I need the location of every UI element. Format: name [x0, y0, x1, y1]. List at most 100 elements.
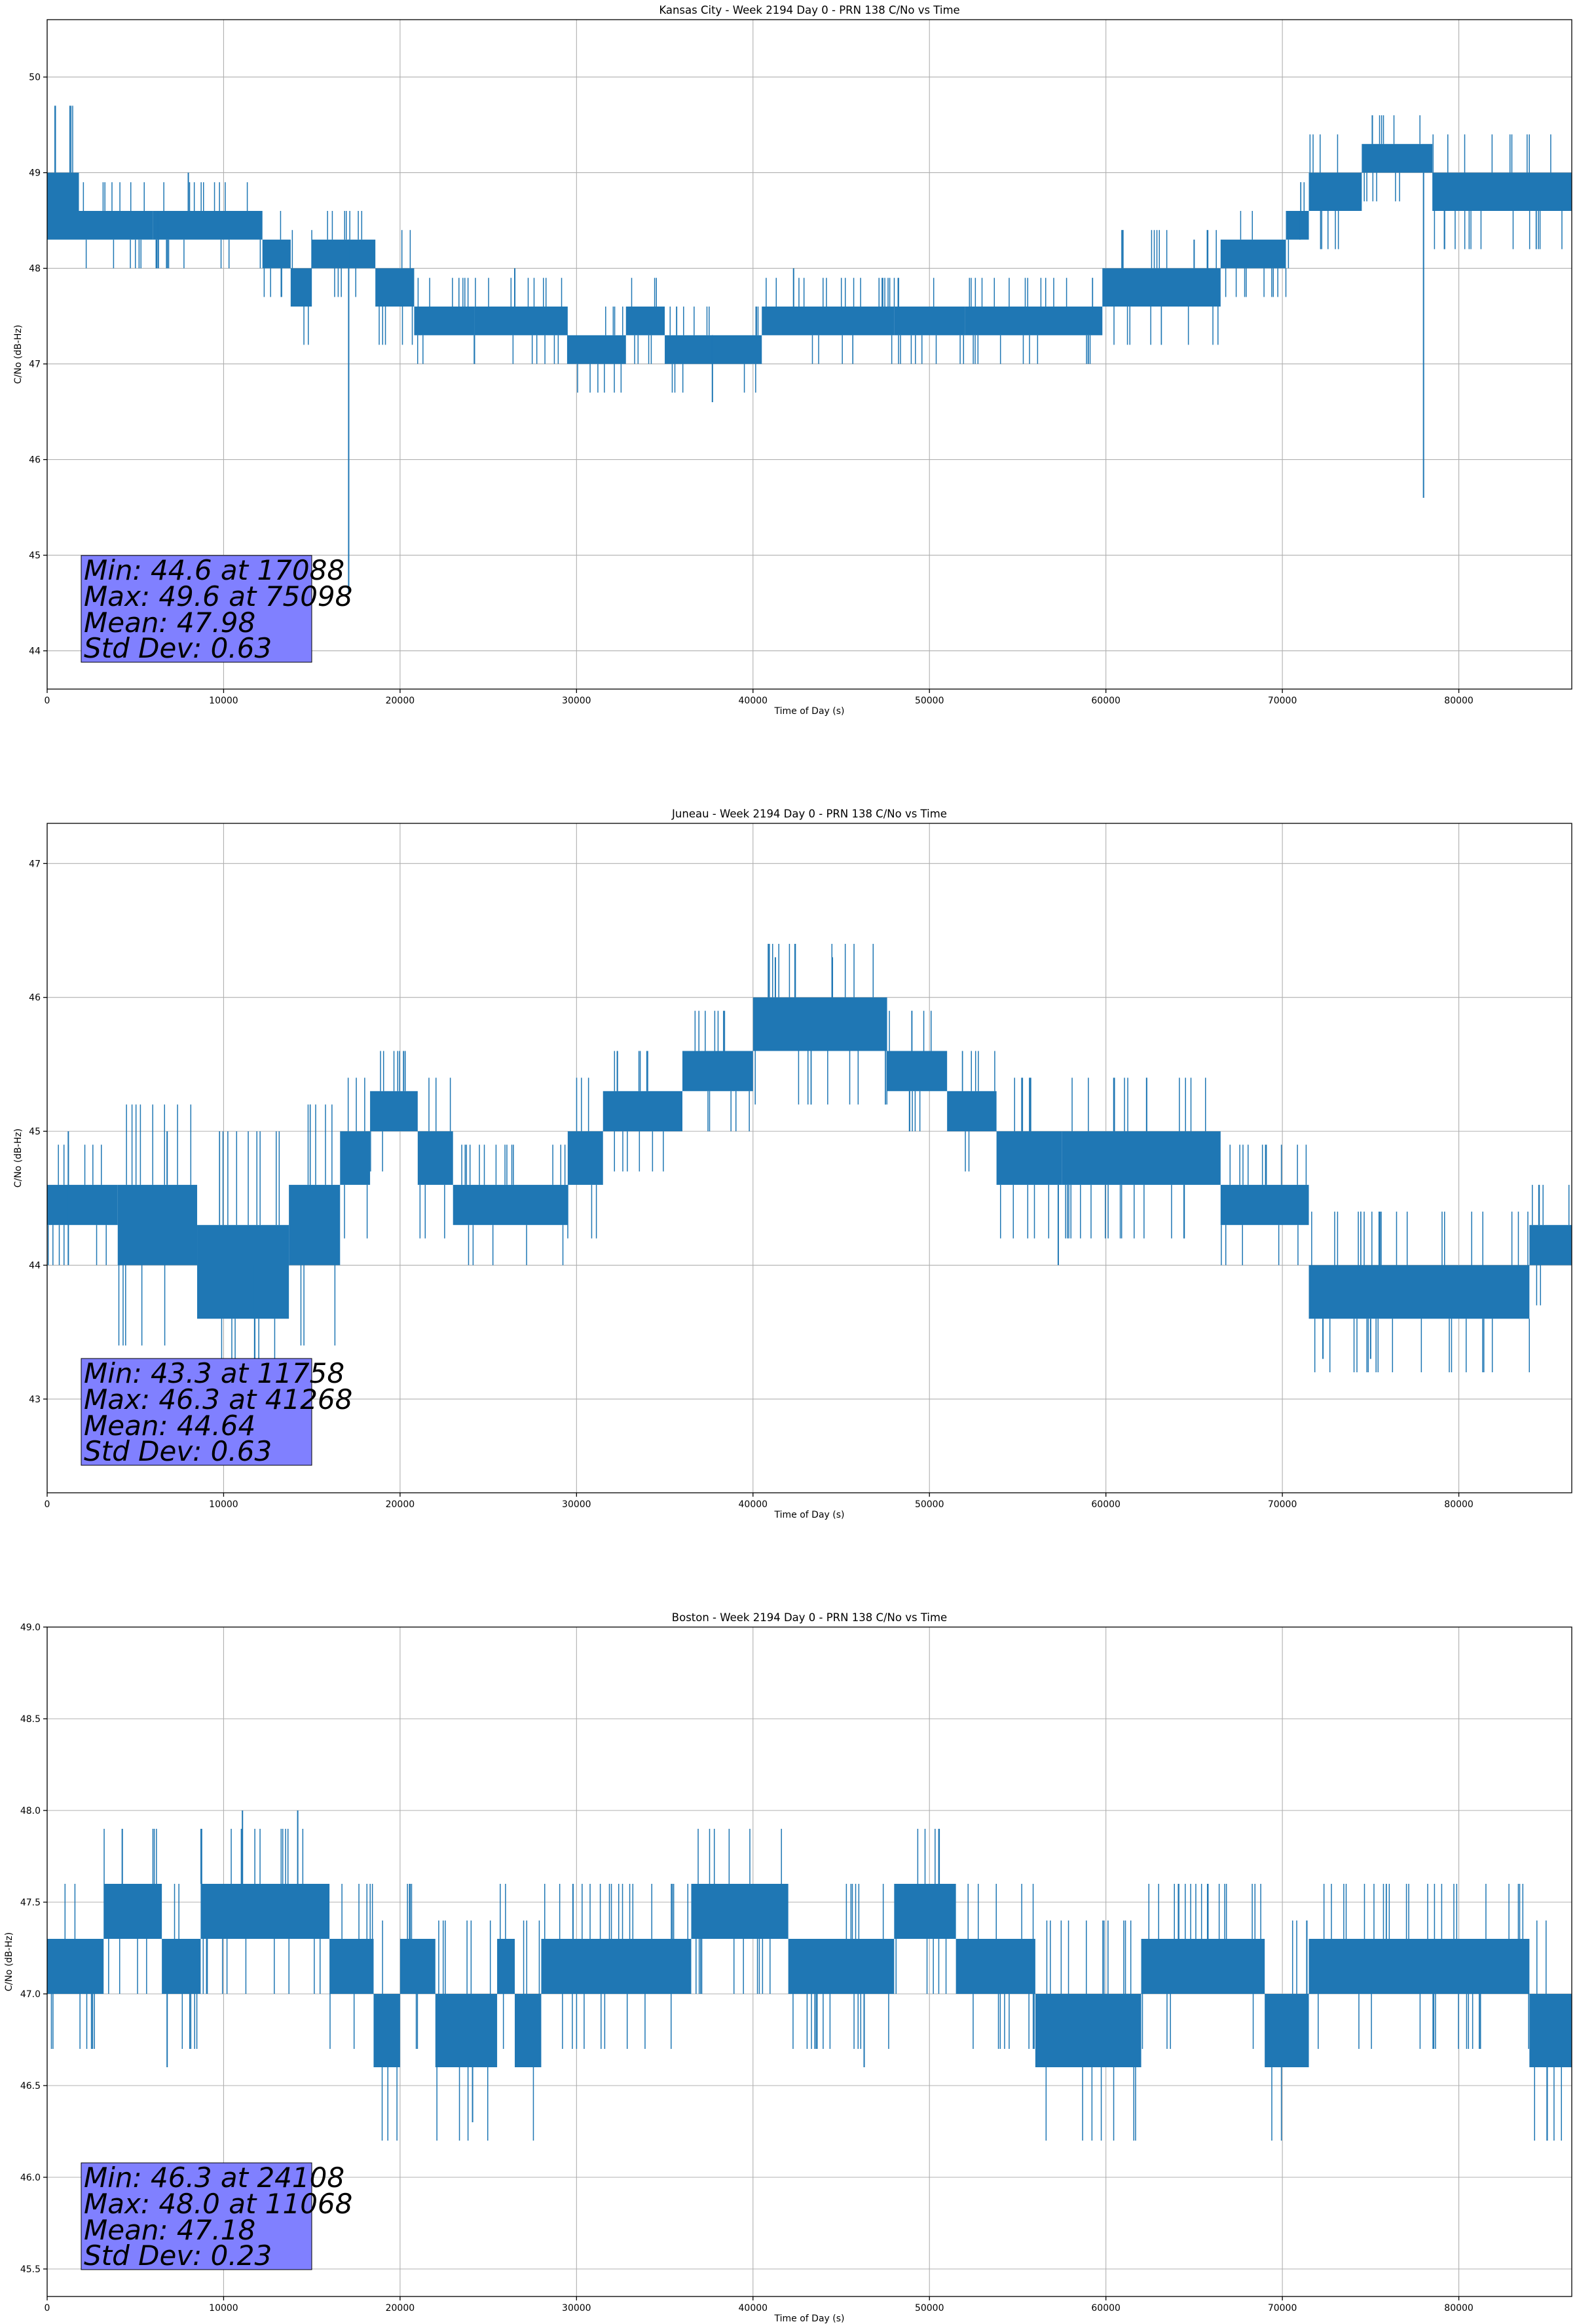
series-band — [370, 1091, 418, 1132]
x-tick-label: 80000 — [1444, 696, 1474, 706]
series-band — [1220, 1184, 1309, 1226]
series-band — [665, 335, 762, 364]
y-tick-label: 47.5 — [20, 1898, 41, 1908]
series-band — [47, 1184, 118, 1226]
x-tick-label: 50000 — [915, 696, 944, 706]
series-band — [762, 307, 895, 335]
series-band — [1035, 1994, 1141, 2067]
y-tick-label: 46 — [29, 455, 41, 466]
x-tick-label: 0 — [45, 2303, 50, 2314]
series-band — [373, 1994, 400, 2067]
series-band — [312, 239, 376, 269]
x-tick-label: 0 — [45, 1499, 50, 1510]
series-band — [375, 268, 415, 307]
stats-box-background — [81, 555, 312, 663]
series-band — [1265, 1994, 1309, 2067]
stats-max: Max: 49.6 at 75098 — [84, 580, 352, 612]
plot-frame — [46, 1626, 1572, 2297]
x-tick-label: 80000 — [1444, 1499, 1474, 1510]
x-axis-label: Time of Day (s) — [774, 2314, 845, 2324]
series-band — [453, 1184, 568, 1226]
chart-kansas-city: Kansas City - Week 2194 Day 0 - PRN 138 … — [13, 4, 1572, 717]
x-tick-label: 40000 — [739, 2303, 768, 2314]
y-tick-label: 46 — [29, 993, 41, 1003]
stats-max: Max: 46.3 at 41268 — [84, 1383, 352, 1415]
series-band — [153, 211, 263, 240]
stats-mean: Mean: 47.98 — [84, 607, 255, 639]
x-tick-label: 20000 — [386, 1499, 415, 1510]
series-band — [1308, 1939, 1530, 1994]
series-band — [1308, 172, 1362, 211]
stats-box: Min: 46.3 at 24108 Max: 48.0 at 11068 Me… — [81, 2162, 352, 2272]
plot-frame — [46, 823, 1572, 1493]
series-band — [1286, 211, 1309, 240]
x-tick-label: 70000 — [1268, 1499, 1297, 1510]
stats-min: Min: 46.3 at 24108 — [84, 2162, 344, 2194]
series-band — [162, 1939, 201, 1994]
y-tick-label: 45 — [29, 1127, 41, 1137]
series-band — [340, 1131, 371, 1185]
x-tick-label: 0 — [45, 696, 50, 706]
series-band — [625, 307, 665, 335]
chart-title: Kansas City - Week 2194 Day 0 - PRN 138 … — [659, 4, 959, 16]
series-band — [996, 1131, 1062, 1185]
y-tick-label: 46.0 — [20, 2173, 41, 2183]
series-band — [567, 1131, 603, 1185]
series-band — [541, 1939, 692, 1994]
stats-box: Min: 44.6 at 17088 Max: 49.6 at 75098 Me… — [81, 554, 352, 664]
chart-juneau: Juneau - Week 2194 Day 0 - PRN 138 C/No … — [13, 808, 1572, 1520]
series-band — [1432, 172, 1572, 211]
series-band — [79, 211, 153, 240]
y-tick-label: 47.0 — [20, 1989, 41, 2000]
series-band — [497, 1939, 515, 1994]
y-tick-label: 48.5 — [20, 1714, 41, 1725]
series-band — [965, 307, 1103, 335]
series-band — [200, 1884, 330, 1939]
y-tick-label: 45.5 — [20, 2264, 41, 2275]
y-tick-label: 44 — [29, 647, 41, 657]
y-tick-label: 49 — [29, 168, 41, 179]
stats-box-background — [81, 2162, 312, 2270]
x-tick-label: 80000 — [1444, 2303, 1474, 2314]
series-band — [117, 1184, 198, 1265]
chart-title: Boston - Week 2194 Day 0 - PRN 138 C/No … — [672, 1611, 947, 1624]
series-band — [603, 1091, 682, 1132]
stats-box: Min: 43.3 at 11758 Max: 46.3 at 41268 Me… — [81, 1357, 352, 1467]
series-band — [894, 1884, 956, 1939]
series-band — [894, 307, 965, 335]
stats-max: Max: 48.0 at 11068 — [84, 2188, 352, 2220]
series-band — [1362, 143, 1433, 173]
series-band — [887, 1051, 948, 1091]
x-tick-label: 30000 — [562, 2303, 591, 2314]
y-tick-label: 45 — [29, 551, 41, 561]
y-tick-label: 47 — [29, 859, 41, 869]
x-tick-label: 30000 — [562, 1499, 591, 1510]
y-tick-label: 47 — [29, 360, 41, 370]
x-tick-label: 40000 — [739, 696, 768, 706]
y-axis-label: C/No (dB-Hz) — [13, 325, 24, 384]
series-band — [329, 1939, 374, 1994]
series-band — [1220, 239, 1286, 269]
series-band — [1062, 1131, 1221, 1185]
series-band — [417, 1131, 453, 1185]
series-band — [47, 172, 79, 240]
plot-frame — [46, 19, 1572, 690]
series-band — [947, 1091, 997, 1132]
series-band — [290, 268, 312, 307]
x-tick-label: 50000 — [915, 2303, 944, 2314]
series-band — [414, 307, 475, 335]
series-band — [474, 307, 568, 335]
series-band — [1308, 1265, 1530, 1319]
series-band — [197, 1225, 289, 1319]
chart-boston: Boston - Week 2194 Day 0 - PRN 138 C/No … — [4, 1611, 1572, 2324]
chart-title: Juneau - Week 2194 Day 0 - PRN 138 C/No … — [671, 808, 947, 820]
x-tick-label: 20000 — [386, 696, 415, 706]
stats-mean: Mean: 47.18 — [84, 2214, 255, 2246]
x-tick-label: 60000 — [1091, 2303, 1121, 2314]
series-band — [262, 239, 291, 269]
series-band — [1141, 1939, 1265, 1994]
series-band — [691, 1884, 788, 1939]
y-tick-label: 43 — [29, 1395, 41, 1405]
y-tick-label: 48.0 — [20, 1806, 41, 1816]
